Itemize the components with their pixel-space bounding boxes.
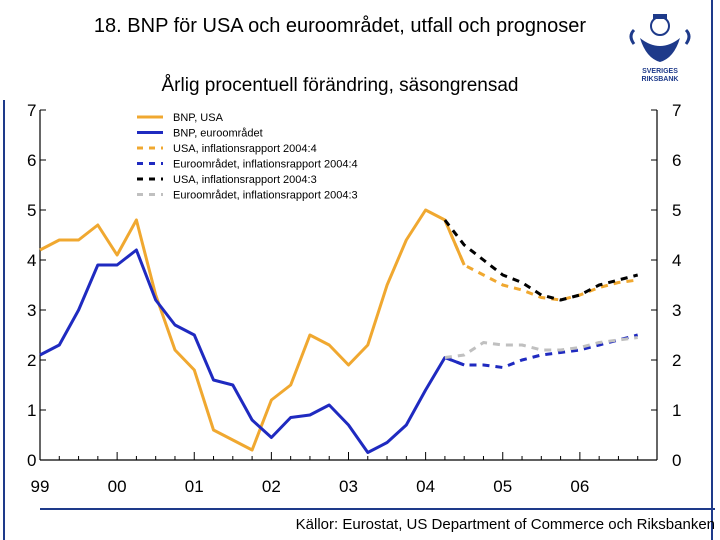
source-note: Källor: Eurostat, US Department of Comme… [295,516,715,533]
x-tick-label: 06 [570,477,589,496]
series-line-6 [444,336,638,359]
riksbank-logo-icon [620,6,700,98]
legend-label-6: Euroområdet, inflationsrapport 2004:3 [173,190,358,202]
legend-label-2: BNP, euroområdet [173,128,263,140]
y-tick-label-right: 5 [672,201,681,220]
series-line-2 [39,248,465,454]
y-tick-label-left: 3 [27,301,36,320]
series-line-1 [39,208,466,452]
x-tick-label: 99 [31,477,50,496]
y-tick-label-right: 7 [672,101,681,120]
legend-label-5: USA, inflationsrapport 2004:3 [173,174,317,186]
y-tick-label-right: 6 [672,151,681,170]
frame-left-line [3,100,5,540]
y-tick-label-right: 2 [672,351,681,370]
y-tick-label-left: 6 [27,151,36,170]
logo-line-1: SVERIGES [642,68,678,75]
y-tick-label-left: 2 [27,351,36,370]
y-tick-label-right: 4 [672,251,681,270]
y-tick-label-left: 7 [27,101,36,120]
frame-bottom-line [40,508,715,510]
y-tick-label-left: 0 [27,451,36,470]
y-tick-label-left: 4 [27,251,36,270]
legend-label-4: Euroområdet, inflationsrapport 2004:4 [173,159,358,171]
legend-label-1: BNP, USA [173,112,224,124]
series-line-5 [443,219,639,302]
x-tick-label: 03 [339,477,358,496]
x-tick-label: 02 [262,477,281,496]
y-tick-label-left: 1 [27,401,36,420]
y-tick-label-right: 3 [672,301,681,320]
y-tick-label-right: 1 [672,401,681,420]
series-line-3 [443,219,638,302]
logo-line-2: RIKSBANK [641,76,679,83]
y-tick-label-left: 5 [27,201,36,220]
legend-label-3: USA, inflationsrapport 2004:4 [173,143,317,155]
x-tick-label: 05 [493,477,512,496]
x-tick-label: 00 [108,477,127,496]
frame-right-line [711,0,713,540]
logo-text: SVERIGES RIKSBANK [622,68,698,84]
x-tick-label: 04 [416,477,435,496]
chart-subtitle: Årlig procentuell förändring, säsongrens… [161,75,519,96]
chart-title: 18. BNP för USA och euroområdet, utfall … [93,15,587,37]
x-tick-label: 01 [185,477,204,496]
y-tick-label-right: 0 [672,451,681,470]
